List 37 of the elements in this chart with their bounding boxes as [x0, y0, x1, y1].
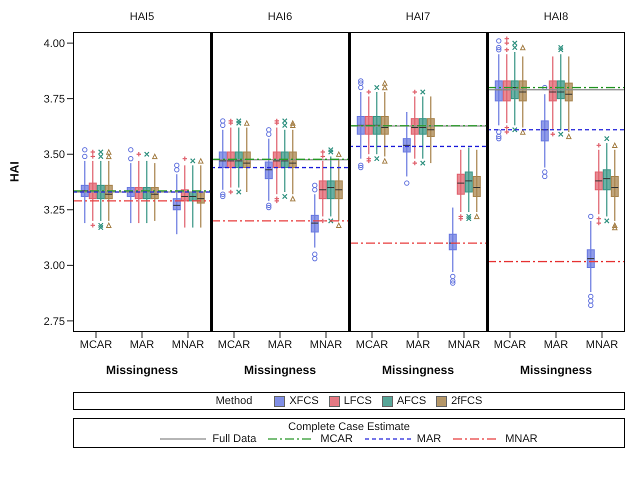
chart-title: HAI6: [266, 10, 294, 25]
x-tick-label: MAR: [544, 338, 568, 351]
x-axis-title: Missingness: [520, 363, 592, 377]
chart-title: HAI8: [542, 10, 570, 25]
legend-label: MCAR: [319, 433, 353, 445]
legend-label: Full Data: [211, 433, 256, 445]
y-tick-label: 3.75: [44, 94, 65, 106]
text: Complete Case Estimate: [287, 421, 411, 433]
x-tick-label: MNAR: [310, 338, 342, 351]
y-tick-label: 3.25: [44, 204, 65, 217]
x-tick-label: MAR: [268, 338, 292, 351]
x-tick-label: MCAR: [494, 338, 526, 351]
y-tick-label: 3.00: [44, 260, 65, 272]
legend-label: MAR: [416, 433, 442, 445]
legend-label: 2fFCS: [450, 395, 482, 407]
x-tick-label: MAR: [130, 338, 154, 351]
y-tick-label: 3.50: [44, 149, 65, 162]
x-tick-label: MCAR: [80, 338, 112, 351]
chart-title: HAI5: [128, 10, 156, 25]
legend-label: XFCS: [288, 395, 319, 407]
x-axis-title: Missingness: [244, 363, 316, 377]
y-tick-label: 4.00: [44, 38, 65, 50]
x-tick-label: MCAR: [356, 338, 388, 351]
x-tick-label: MAR: [406, 338, 430, 351]
legend-label: AFCS: [396, 395, 426, 407]
x-tick-label: MCAR: [218, 338, 250, 351]
x-tick-label: MNAR: [586, 338, 618, 351]
chart-title: HAI7: [404, 10, 432, 25]
x-tick-label: MNAR: [448, 338, 480, 351]
x-axis-title: Missingness: [106, 363, 178, 377]
legend-title: Method: [216, 395, 252, 407]
legend-label: LFCS: [342, 395, 372, 407]
legend-label: MNAR: [504, 433, 538, 445]
x-axis-title: Missingness: [382, 363, 454, 377]
y-axis-title: HAI: [7, 161, 22, 182]
x-tick-label: MNAR: [172, 338, 204, 351]
y-tick-label: 2.75: [44, 316, 65, 328]
